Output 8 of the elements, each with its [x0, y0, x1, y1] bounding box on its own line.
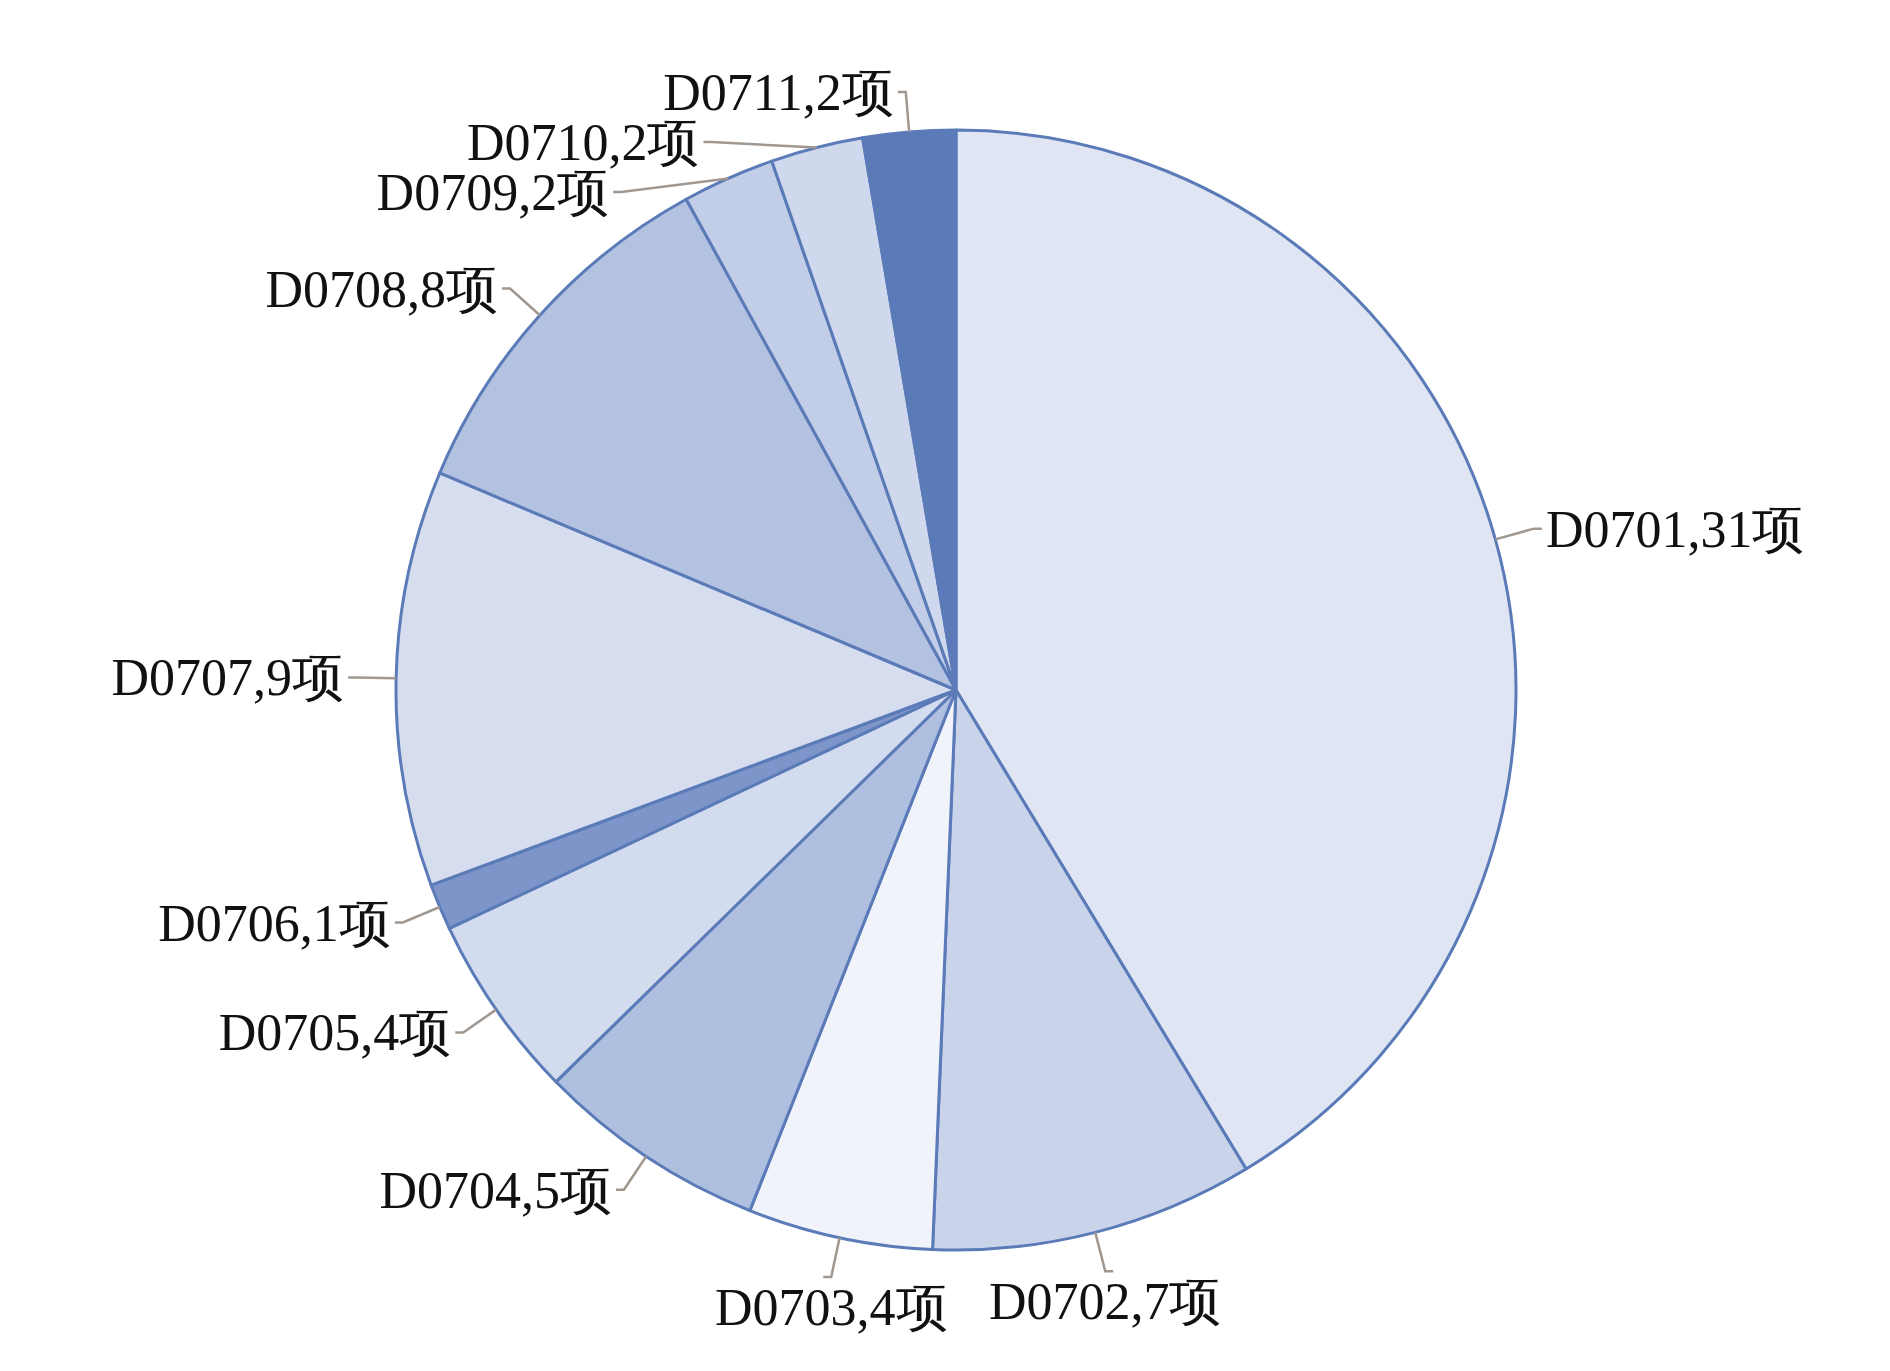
slice-label: D0701,31项 [1545, 500, 1805, 558]
slice-label: D0703,4项 [714, 1278, 948, 1336]
slice-label: D0702,7项 [988, 1273, 1222, 1331]
slice-label: D0708,8项 [265, 260, 499, 318]
slice-label: D0705,4项 [218, 1004, 452, 1062]
slice-label: D0704,5项 [379, 1161, 612, 1219]
slice-label: D0706,1项 [158, 894, 391, 952]
slice-label: D0707,9项 [111, 649, 345, 707]
